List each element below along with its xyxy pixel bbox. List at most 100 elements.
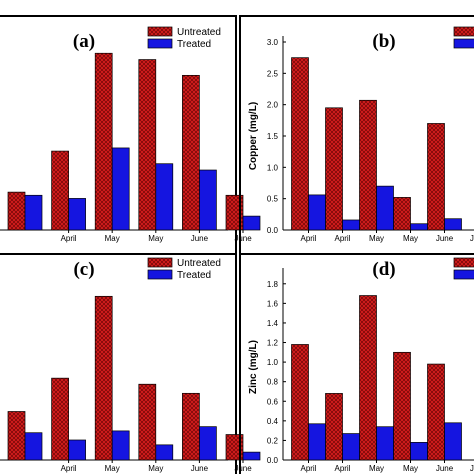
bar-untreated: [427, 363, 445, 461]
bar-untreated: [291, 57, 309, 231]
y-tick-label: 0.0: [267, 456, 279, 465]
bar-treated: [342, 433, 360, 461]
bar-untreated: [225, 194, 244, 231]
x-tick-label: April: [334, 234, 350, 243]
bar-treated: [68, 198, 86, 231]
bar-treated: [376, 426, 394, 461]
y-tick-label: 1.0: [267, 358, 279, 367]
panel-b: 0.0 0.5 1.0 1.5 2.0 2.5 3.0 Copper (mg/L) April A…: [239, 15, 474, 255]
panel-d: 0.0 0.2 0.4 0.6 0.8 1.0 1.2 1.4 1.6 1.8 Zinc (mg/L…: [239, 253, 474, 474]
bar-treated: [444, 422, 462, 461]
bar-treated: [410, 442, 428, 461]
y-tick-label: 1.6: [267, 299, 279, 308]
x-tick-label: May: [403, 464, 418, 473]
legend-swatch-untreated: [453, 26, 474, 37]
x-tick-label: June: [234, 234, 252, 243]
y-tick-label: 1.0: [267, 163, 279, 172]
bar-treated: [111, 147, 130, 231]
panel-border: [0, 253, 237, 474]
bar-treated: [242, 451, 261, 461]
bar-untreated: [182, 74, 200, 231]
bar-untreated: [182, 392, 200, 461]
bar-treated: [242, 215, 261, 231]
legend-swatch-untreated: [147, 257, 173, 268]
x-tick-label: June: [234, 464, 252, 473]
bar-untreated: [393, 197, 411, 231]
y-tick-label: 2.0: [267, 101, 279, 110]
x-tick-label: June: [470, 464, 474, 473]
bar-treated: [199, 426, 217, 461]
x-tick-label: April: [61, 464, 77, 473]
bar-untreated: [94, 52, 113, 231]
bar-treated: [444, 218, 462, 231]
bar-treated: [155, 444, 174, 461]
legend-swatch-treated: [453, 269, 474, 280]
bar-untreated: [359, 295, 377, 461]
y-tick-label: 3.0: [267, 38, 279, 47]
y-tick-label: 1.2: [267, 339, 279, 348]
legend-label-treated: Treated: [177, 39, 211, 50]
y-axis-label: Zinc (mg/L): [248, 340, 259, 394]
bar-untreated: [51, 377, 69, 461]
x-tick-label: June: [191, 234, 209, 243]
legend-swatch-untreated: [453, 257, 474, 268]
legend-swatch-treated: [147, 38, 173, 49]
x-tick-label: May: [403, 234, 418, 243]
bar-untreated: [393, 351, 411, 461]
panel-letter: (b): [372, 31, 395, 52]
x-tick-label: April: [334, 464, 350, 473]
x-tick-label: June: [436, 234, 454, 243]
y-tick-label: 1.5: [267, 132, 279, 141]
x-tick-label: May: [105, 464, 120, 473]
bar-treated: [68, 439, 86, 461]
legend-label-untreated: Untreated: [177, 27, 221, 38]
x-tick-label: June: [436, 464, 454, 473]
bar-untreated: [427, 123, 445, 231]
y-tick-label: 1.8: [267, 280, 279, 289]
bar-treated: [24, 194, 43, 231]
legend-swatch-treated: [147, 269, 173, 280]
bar-treated: [111, 430, 130, 461]
bar-untreated: [325, 393, 343, 461]
x-tick-label: May: [105, 234, 120, 243]
x-tick-label: June: [470, 234, 474, 243]
y-tick-label: 0.6: [267, 397, 279, 406]
legend-label-treated: Treated: [177, 270, 211, 281]
x-tick-label: June: [191, 464, 209, 473]
panel-letter: (c): [73, 259, 94, 280]
y-tick-label: 0.0: [267, 226, 279, 235]
bar-untreated: [291, 344, 309, 461]
bar-untreated: [7, 191, 26, 231]
bar-untreated: [138, 383, 157, 461]
x-tick-label: May: [148, 464, 163, 473]
x-tick-label: April: [300, 234, 316, 243]
legend-label-untreated: Untreated: [177, 258, 221, 269]
x-tick-label: May: [369, 464, 384, 473]
y-axis-label: Copper (mg/L): [248, 102, 259, 170]
bar-untreated: [138, 59, 157, 231]
y-tick-label: 0.5: [267, 195, 279, 204]
bar-untreated: [359, 99, 377, 231]
x-tick-label: April: [300, 464, 316, 473]
bar-untreated: [7, 411, 26, 461]
bar-treated: [308, 194, 326, 231]
panel-letter: (d): [372, 259, 395, 280]
bar-untreated: [94, 295, 113, 461]
y-tick-label: 2.5: [267, 69, 279, 78]
legend-swatch-untreated: [147, 26, 173, 37]
x-tick-label: May: [369, 234, 384, 243]
panel-border: [239, 253, 474, 474]
y-tick-label: 0.8: [267, 378, 279, 387]
bar-untreated: [225, 434, 244, 461]
bar-treated: [24, 432, 43, 461]
bar-treated: [376, 185, 394, 231]
panel-letter: (a): [73, 31, 95, 52]
bar-treated: [342, 219, 360, 231]
bar-untreated: [325, 107, 343, 231]
bar-treated: [155, 163, 174, 231]
legend-swatch-treated: [453, 38, 474, 49]
bar-treated: [199, 169, 217, 231]
x-tick-label: May: [148, 234, 163, 243]
